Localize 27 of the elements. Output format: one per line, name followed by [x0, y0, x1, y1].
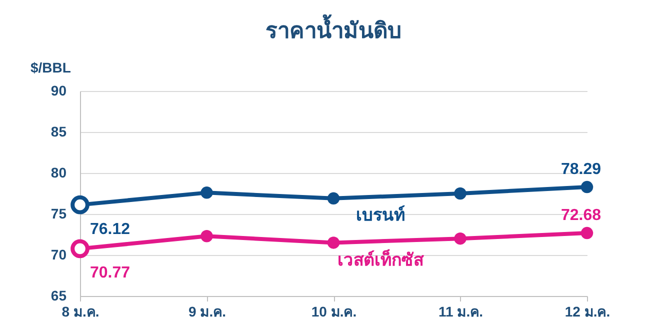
point — [327, 236, 340, 249]
point — [200, 230, 213, 242]
y-tick-label: 90 — [50, 82, 67, 98]
point — [454, 232, 466, 245]
x-tick-label: 10 ม.ค. — [311, 304, 357, 320]
series-label: เวสต์เท็กซัส — [337, 248, 424, 270]
y-tick-label: 85 — [50, 124, 67, 140]
chart-title: ราคาน้ำมันดิบ — [266, 14, 402, 43]
point — [200, 186, 213, 199]
x-tick-label: 8 ม.ค. — [62, 304, 100, 320]
y-axis-title: $/BBL — [30, 60, 72, 76]
x-tick-label: 11 ม.ค. — [438, 304, 483, 320]
point — [580, 226, 594, 240]
point — [327, 192, 340, 205]
y-tick-label: 75 — [50, 206, 67, 222]
x-tick-label: 12 ม.ค. — [564, 304, 610, 320]
y-tick-label: 70 — [50, 246, 67, 262]
data-label: 78.29 — [560, 161, 602, 178]
x-tick-label: 9 ม.ค. — [188, 304, 226, 320]
point — [454, 187, 466, 200]
y-tick-label: 65 — [50, 288, 67, 304]
series-label: เบรนท์ — [356, 204, 405, 224]
data-label: 72.68 — [560, 207, 602, 224]
y-tick-label: 80 — [50, 164, 67, 180]
data-label: 76.12 — [90, 220, 130, 238]
point — [580, 180, 594, 194]
data-label: 70.77 — [90, 264, 130, 282]
